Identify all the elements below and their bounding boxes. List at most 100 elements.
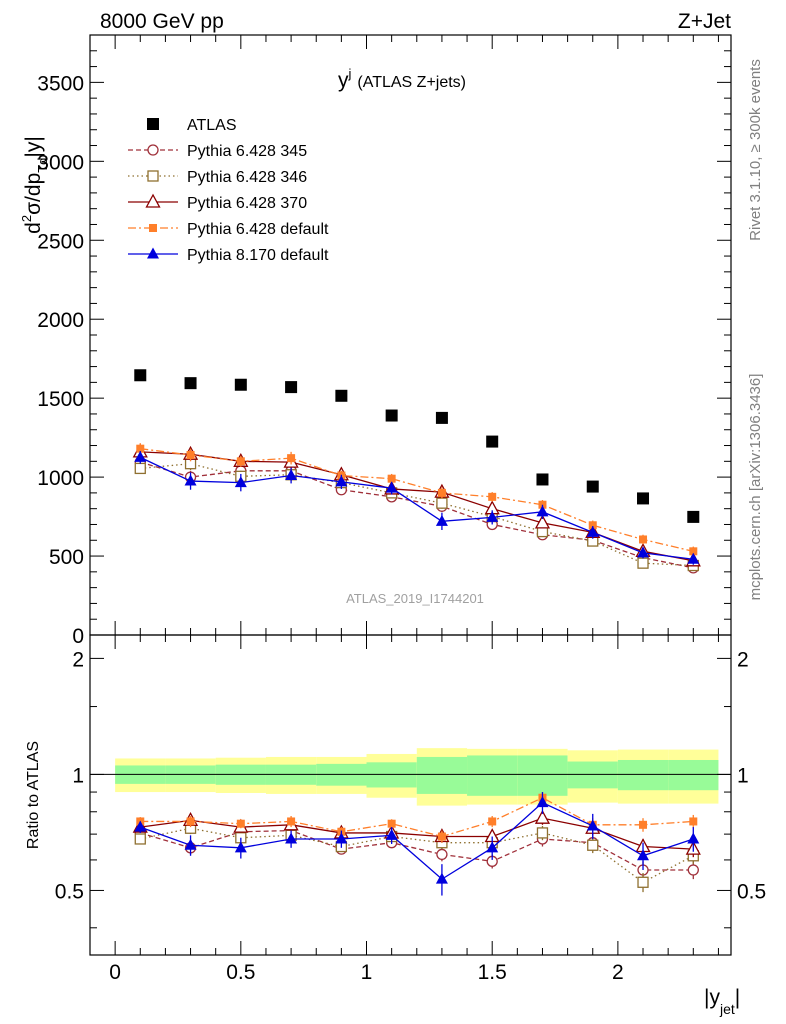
main-data-point	[387, 474, 396, 483]
ratio-data-point	[134, 833, 146, 845]
inner-band-segment	[416, 756, 468, 794]
ratio-data-point	[186, 817, 195, 826]
main-y-tick-label: 2000	[37, 309, 84, 332]
main-data-point	[134, 369, 147, 382]
inner-band-segment	[668, 759, 719, 791]
ratio-data-point	[687, 832, 700, 844]
ratio-y-axis-label: Ratio to ATLAS	[25, 741, 42, 849]
main-data-point	[639, 535, 648, 544]
legend-label: Pythia 6.428 345	[187, 143, 307, 160]
x-tick-label: 0	[109, 961, 121, 984]
main-data-point	[586, 480, 599, 493]
main-y-tick-label: 1500	[37, 388, 84, 411]
legend-marker	[147, 144, 159, 156]
legend-marker	[147, 247, 159, 259]
ratio-data-point	[637, 849, 650, 861]
ratio-data-point	[536, 827, 549, 839]
legend-label: Pythia 8.170 default	[187, 247, 329, 264]
energy-label: 8000 GeV pp	[100, 10, 224, 33]
rivet-version-label: Rivet 3.1.10, ≥ 300k events	[747, 59, 764, 241]
main-series-4	[136, 443, 698, 557]
main-y-tick-label: 500	[49, 546, 84, 569]
axis-ticks: 0 500 1000 1500 2000 2500 3000 3500 0 0.5 1 1.5 2 0.5…	[37, 34, 766, 984]
data-series	[132, 369, 701, 896]
main-data-point	[184, 377, 197, 390]
ratio-series-0	[134, 824, 699, 880]
ratio-data-point	[385, 828, 398, 840]
legend-marker	[147, 170, 159, 182]
legend-marker	[147, 118, 159, 130]
ratio-series-line	[140, 801, 694, 880]
ratio-data-point	[536, 796, 549, 808]
main-data-point	[335, 475, 348, 487]
main-y-tick-label: 3500	[37, 72, 84, 95]
main-series-line	[140, 463, 694, 567]
legend: ATLAS Pythia 6.428 345 Pythia 6.428 346 Pyt…	[128, 117, 329, 264]
legend-label: ATLAS	[187, 117, 237, 134]
main-series-2	[134, 457, 699, 572]
main-data-point	[687, 510, 700, 523]
main-data-point	[385, 409, 398, 422]
ratio-data-point	[637, 876, 649, 888]
main-data-point	[435, 411, 448, 424]
main-data-point	[285, 381, 298, 394]
ratio-data-point	[639, 820, 648, 829]
ratio-data-point	[437, 832, 446, 841]
main-data-point	[134, 450, 147, 462]
ratio-data-point	[134, 820, 147, 832]
main-data-point	[486, 435, 499, 448]
main-data-point	[687, 552, 700, 564]
ratio-series-line	[140, 797, 694, 838]
ratio-data-point	[689, 817, 698, 826]
inner-band-segment	[517, 755, 568, 796]
ratio-y-tick-label-right: 2	[737, 648, 749, 671]
legend-label: Pythia 6.428 346	[187, 169, 307, 186]
ratio-data-point	[587, 839, 599, 851]
ratio-series-4	[134, 792, 700, 896]
main-data-point	[287, 454, 296, 463]
main-y-tick-label: 0	[72, 625, 84, 648]
ratio-y-tick-label: 1	[72, 764, 84, 787]
ratio-series-2	[132, 809, 701, 858]
ratio-frame	[89, 634, 732, 956]
main-series-1	[134, 456, 699, 574]
legend-marker	[145, 193, 161, 208]
main-series-line	[139, 456, 694, 560]
main-data-point	[536, 473, 549, 486]
main-data-point	[285, 469, 298, 481]
main-data-point	[234, 378, 247, 391]
main-data-point	[637, 546, 650, 558]
ratio-data-point	[436, 848, 448, 861]
ratio-data-point	[534, 809, 551, 824]
ratio-data-point	[236, 819, 245, 828]
analysis-label: ATLAS_2019_I1744201	[346, 591, 484, 606]
main-data-point	[488, 492, 497, 501]
main-data-point	[536, 505, 549, 517]
ratio-y-tick-label: 0.5	[55, 880, 84, 903]
main-data-point	[637, 557, 649, 569]
main-data-point	[134, 462, 146, 475]
ratio-data-point	[234, 841, 247, 853]
ratio-data-point	[287, 817, 296, 826]
ratio-data-point	[387, 819, 396, 828]
main-series-line	[140, 461, 694, 569]
inner-band-segment	[617, 759, 669, 791]
inner-band-segment	[567, 761, 618, 789]
main-y-axis-label: d2σ/dpTd|y|	[19, 136, 50, 234]
main-series-0	[134, 369, 700, 523]
main-y-tick-label: 2500	[37, 230, 84, 253]
legend-marker	[149, 224, 157, 232]
x-tick-label: 2	[612, 961, 624, 984]
main-data-point	[486, 510, 499, 522]
legend-label: Pythia 6.428 370	[187, 195, 307, 212]
ratio-data-point	[184, 838, 197, 850]
x-tick-label: 1	[361, 961, 373, 984]
ratio-data-point	[486, 841, 499, 853]
main-data-point	[236, 457, 245, 466]
main-data-point	[335, 389, 348, 402]
ratio-data-point	[488, 817, 497, 826]
x-tick-label: 1.5	[478, 961, 507, 984]
ratio-series-line	[140, 829, 694, 871]
legend-label: Pythia 6.428 default	[187, 221, 329, 238]
